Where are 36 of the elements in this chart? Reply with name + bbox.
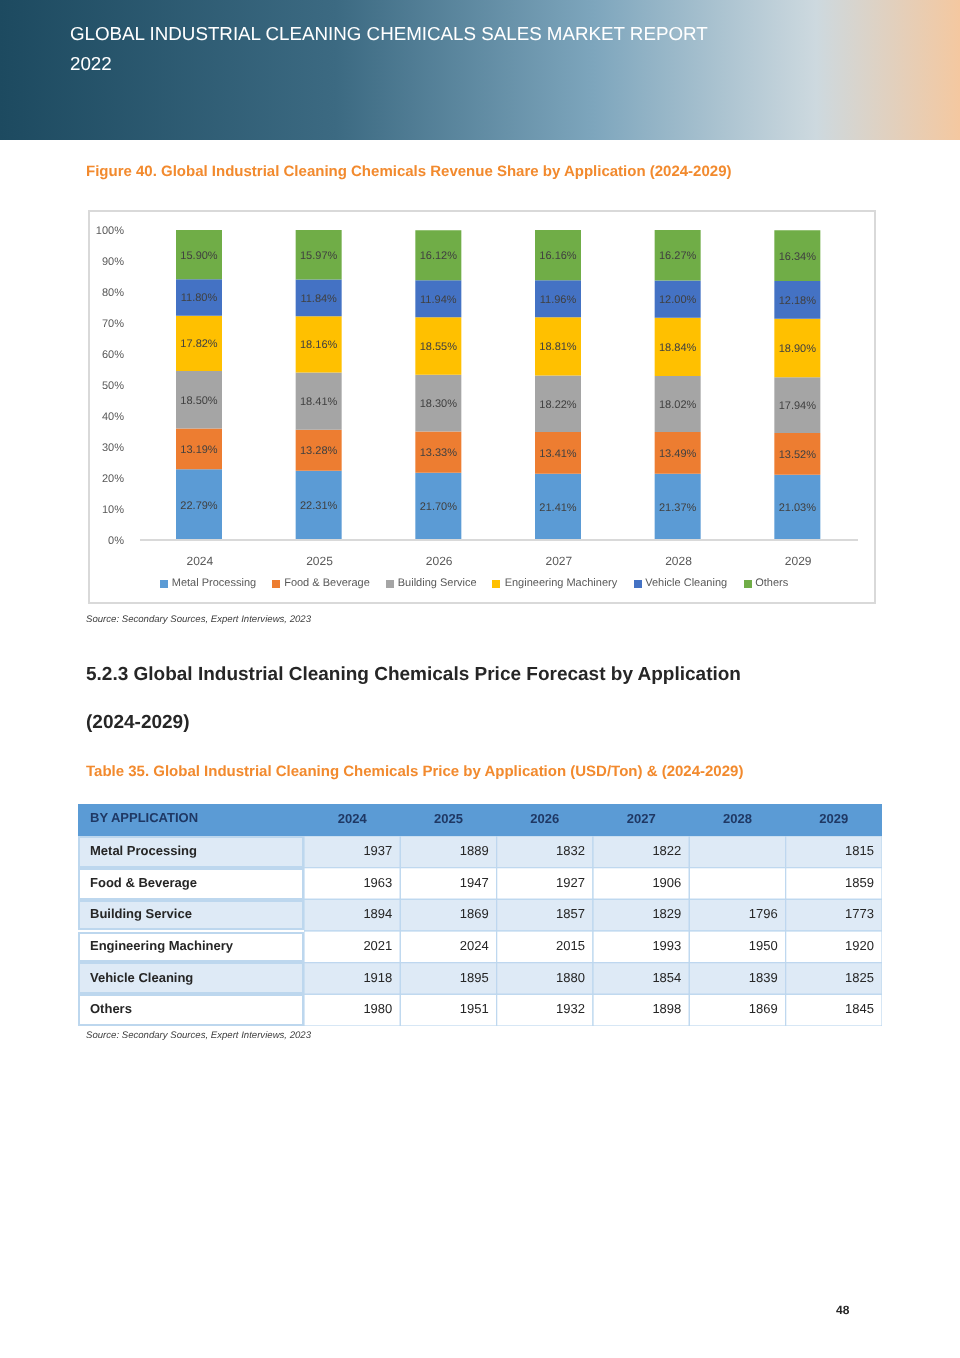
bar xyxy=(654,280,701,318)
bar xyxy=(654,431,701,474)
bar xyxy=(535,317,581,376)
bar xyxy=(415,280,462,318)
bar xyxy=(295,316,342,373)
bar xyxy=(295,429,342,471)
bar xyxy=(176,315,222,372)
chart-title: 5.2.3 Global Industrial Cleaning Chemicals Price Forecast by Application (2024-2029) xyxy=(86,664,741,734)
bar xyxy=(774,280,821,319)
bar xyxy=(295,372,342,430)
bar xyxy=(654,317,701,377)
bar xyxy=(415,230,462,281)
bar xyxy=(415,317,462,375)
bar xyxy=(176,469,222,540)
bar xyxy=(654,473,701,540)
bar xyxy=(176,230,222,280)
bar xyxy=(654,230,701,281)
bar xyxy=(176,428,222,470)
bar xyxy=(415,472,462,540)
bar xyxy=(295,470,342,540)
bar xyxy=(535,375,581,433)
bar xyxy=(415,374,462,432)
bar xyxy=(176,279,222,316)
bar xyxy=(415,431,462,473)
bar xyxy=(774,377,821,433)
bar xyxy=(295,230,342,280)
bar xyxy=(535,230,581,281)
bar xyxy=(774,230,821,281)
text: GLOBAL INDUSTRIAL CLEANING CHEMICALS SALES MARKET REPORT 2022 xyxy=(70,20,710,78)
bar xyxy=(176,371,222,429)
bar xyxy=(535,473,581,540)
bar xyxy=(654,376,701,432)
bar xyxy=(774,474,821,540)
bar xyxy=(774,318,821,378)
bar xyxy=(535,432,581,474)
bar xyxy=(774,432,821,475)
